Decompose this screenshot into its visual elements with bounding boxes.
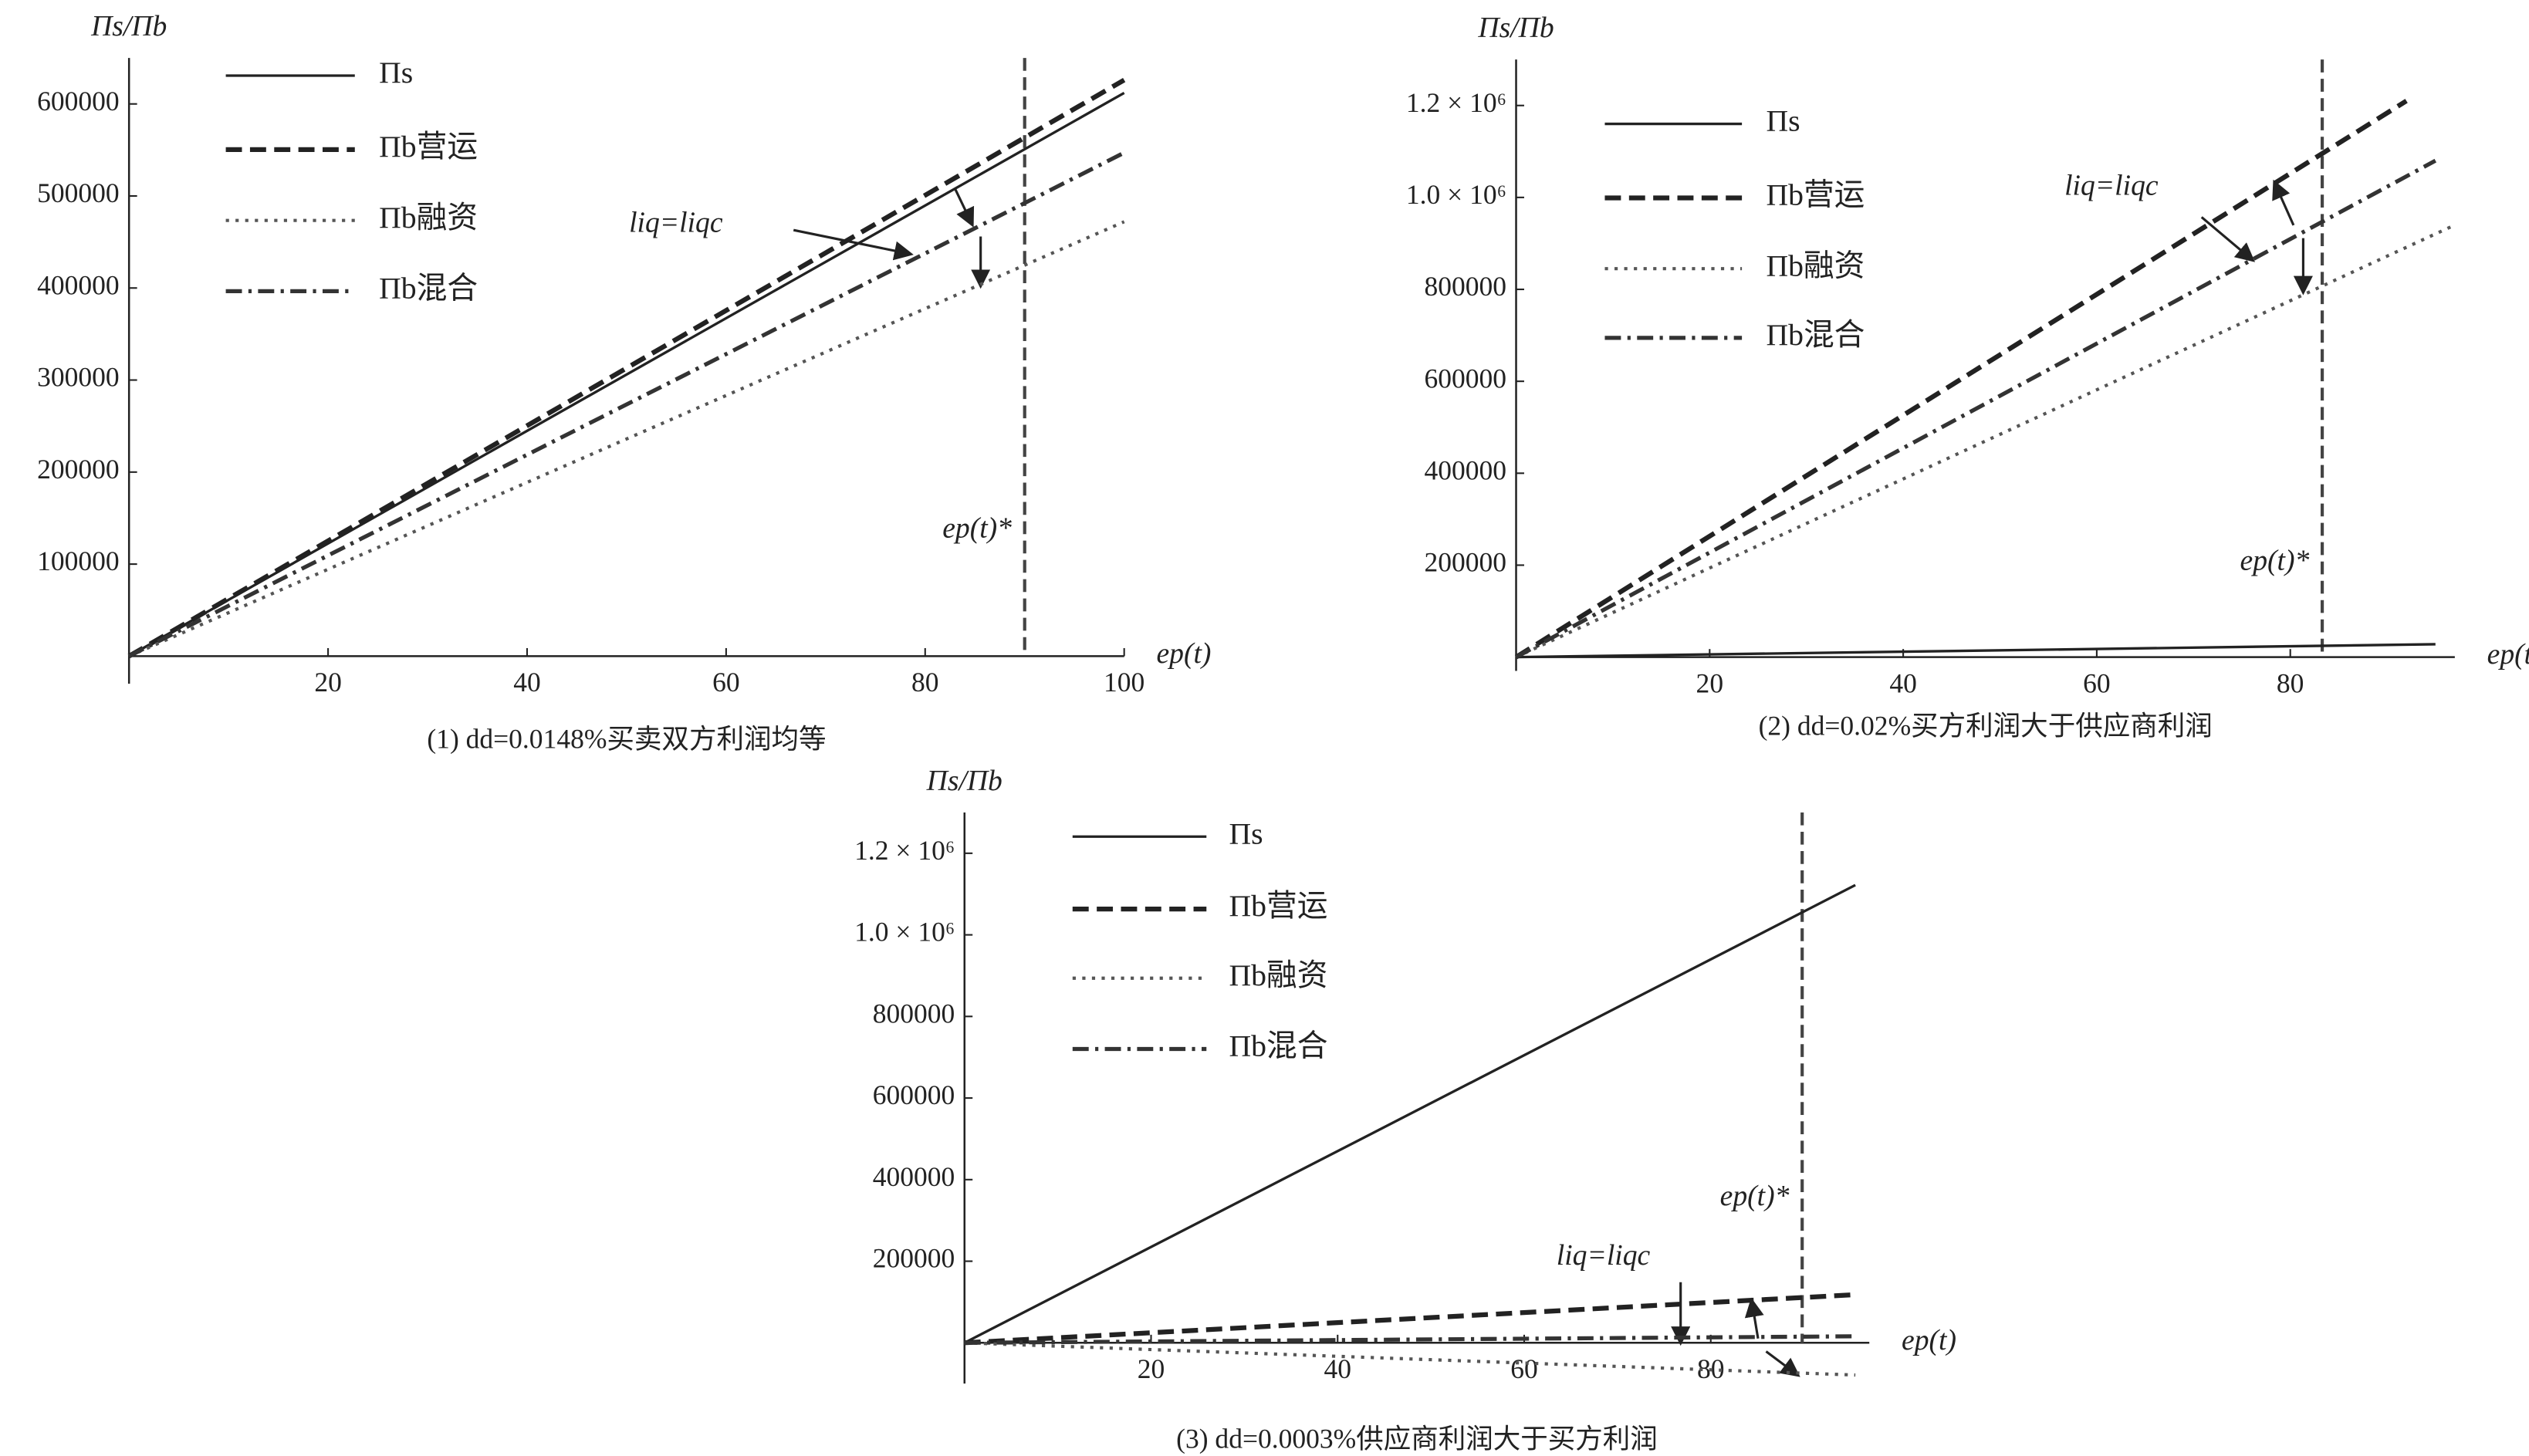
y-tick-label: 1.0 × 10⁶	[1406, 179, 1506, 210]
legend-label: Πb混合	[1766, 318, 1865, 352]
legend-label: Πb融资	[379, 201, 478, 235]
x-tick-label: 40	[1889, 667, 1917, 698]
vline-label: ep(t)*	[942, 513, 1012, 545]
legend-label: Πb营运	[379, 130, 478, 164]
annotation: liq=liqc	[629, 208, 723, 239]
y-tick-label: 100000	[37, 546, 120, 576]
x-axis-label: ep(t)	[1902, 1325, 1956, 1356]
vline-label: ep(t)*	[1720, 1181, 1790, 1212]
y-tick-label: 1.0 × 10⁶	[854, 917, 955, 948]
legend-label: Πb混合	[379, 272, 478, 306]
series-line	[1516, 643, 2436, 659]
y-tick-label: 600000	[1424, 363, 1506, 394]
series-line	[128, 150, 1125, 658]
series-line	[1514, 99, 2408, 660]
caption: (1) dd=0.0148%买卖双方利润均等	[427, 723, 826, 754]
y-tick-label: 300000	[37, 362, 120, 393]
legend-label: Πb营运	[1766, 178, 1865, 212]
gap-arrow	[2272, 179, 2295, 226]
y-tick-label: 1.2 × 10⁶	[1406, 87, 1506, 118]
x-tick-label: 20	[1138, 1353, 1165, 1384]
y-tick-label: 400000	[37, 269, 120, 300]
caption: (3) dd=0.0003%供应商利润大于买方利润	[1176, 1423, 1658, 1454]
x-tick-label: 20	[1696, 667, 1724, 698]
series-line	[1515, 223, 2456, 659]
x-tick-label: 60	[1510, 1353, 1538, 1384]
legend-label: Πb融资	[1229, 958, 1328, 992]
x-tick-label: 40	[1324, 1353, 1352, 1384]
series-line	[964, 883, 1856, 1344]
x-tick-label: 80	[911, 667, 939, 698]
gap-arrow	[1765, 1350, 1800, 1377]
x-tick-label: 60	[712, 667, 740, 698]
annotation-arrow	[793, 228, 914, 261]
y-tick-label: 600000	[37, 86, 120, 117]
y-tick-label: 200000	[37, 454, 120, 485]
legend-label: Πb营运	[1229, 889, 1328, 923]
annotation: liq=liqc	[1557, 1240, 1651, 1272]
legend-label: Πs	[379, 56, 413, 90]
series-line	[1515, 158, 2437, 659]
vline-label: ep(t)*	[2240, 545, 2310, 576]
x-tick-label: 20	[314, 667, 342, 698]
legend-label: Πs	[1229, 816, 1263, 850]
series-line	[128, 91, 1125, 657]
legend-label: Πb融资	[1766, 248, 1865, 282]
y-axis-label: Πs/Πb	[1477, 12, 1554, 44]
x-tick-label: 100	[1104, 667, 1144, 698]
x-tick-label: 60	[2083, 667, 2111, 698]
x-axis-label: ep(t)	[1156, 638, 1211, 670]
gap-arrow	[1744, 1297, 1764, 1339]
series-line	[964, 1341, 1856, 1377]
gap-arrow	[953, 187, 975, 228]
y-axis-label: Πs/Πb	[90, 11, 167, 42]
y-tick-label: 800000	[1424, 271, 1506, 302]
series-line	[127, 77, 1126, 659]
series-line	[964, 1334, 1856, 1345]
legend-label: Πb混合	[1229, 1029, 1328, 1063]
caption: (2) dd=0.02%买方利润大于供应商利润	[1759, 711, 2213, 742]
y-tick-label: 200000	[1424, 547, 1506, 578]
y-tick-label: 1.2 × 10⁶	[854, 835, 955, 866]
series-line	[964, 1292, 1856, 1346]
annotation: liq=liqc	[2064, 171, 2159, 202]
legend-label: Πs	[1766, 104, 1800, 138]
y-tick-label: 400000	[1424, 454, 1506, 485]
y-axis-label: Πs/Πb	[926, 765, 1002, 797]
y-tick-label: 600000	[873, 1079, 955, 1110]
x-tick-label: 80	[2277, 667, 2304, 698]
x-axis-label: ep(t)	[2487, 639, 2529, 671]
y-tick-label: 200000	[873, 1243, 955, 1274]
y-tick-label: 800000	[873, 998, 955, 1029]
x-tick-label: 40	[513, 667, 541, 698]
y-tick-label: 400000	[873, 1161, 955, 1192]
series-line	[128, 220, 1125, 658]
y-tick-label: 500000	[37, 177, 120, 208]
annotation-arrow	[2200, 216, 2256, 262]
